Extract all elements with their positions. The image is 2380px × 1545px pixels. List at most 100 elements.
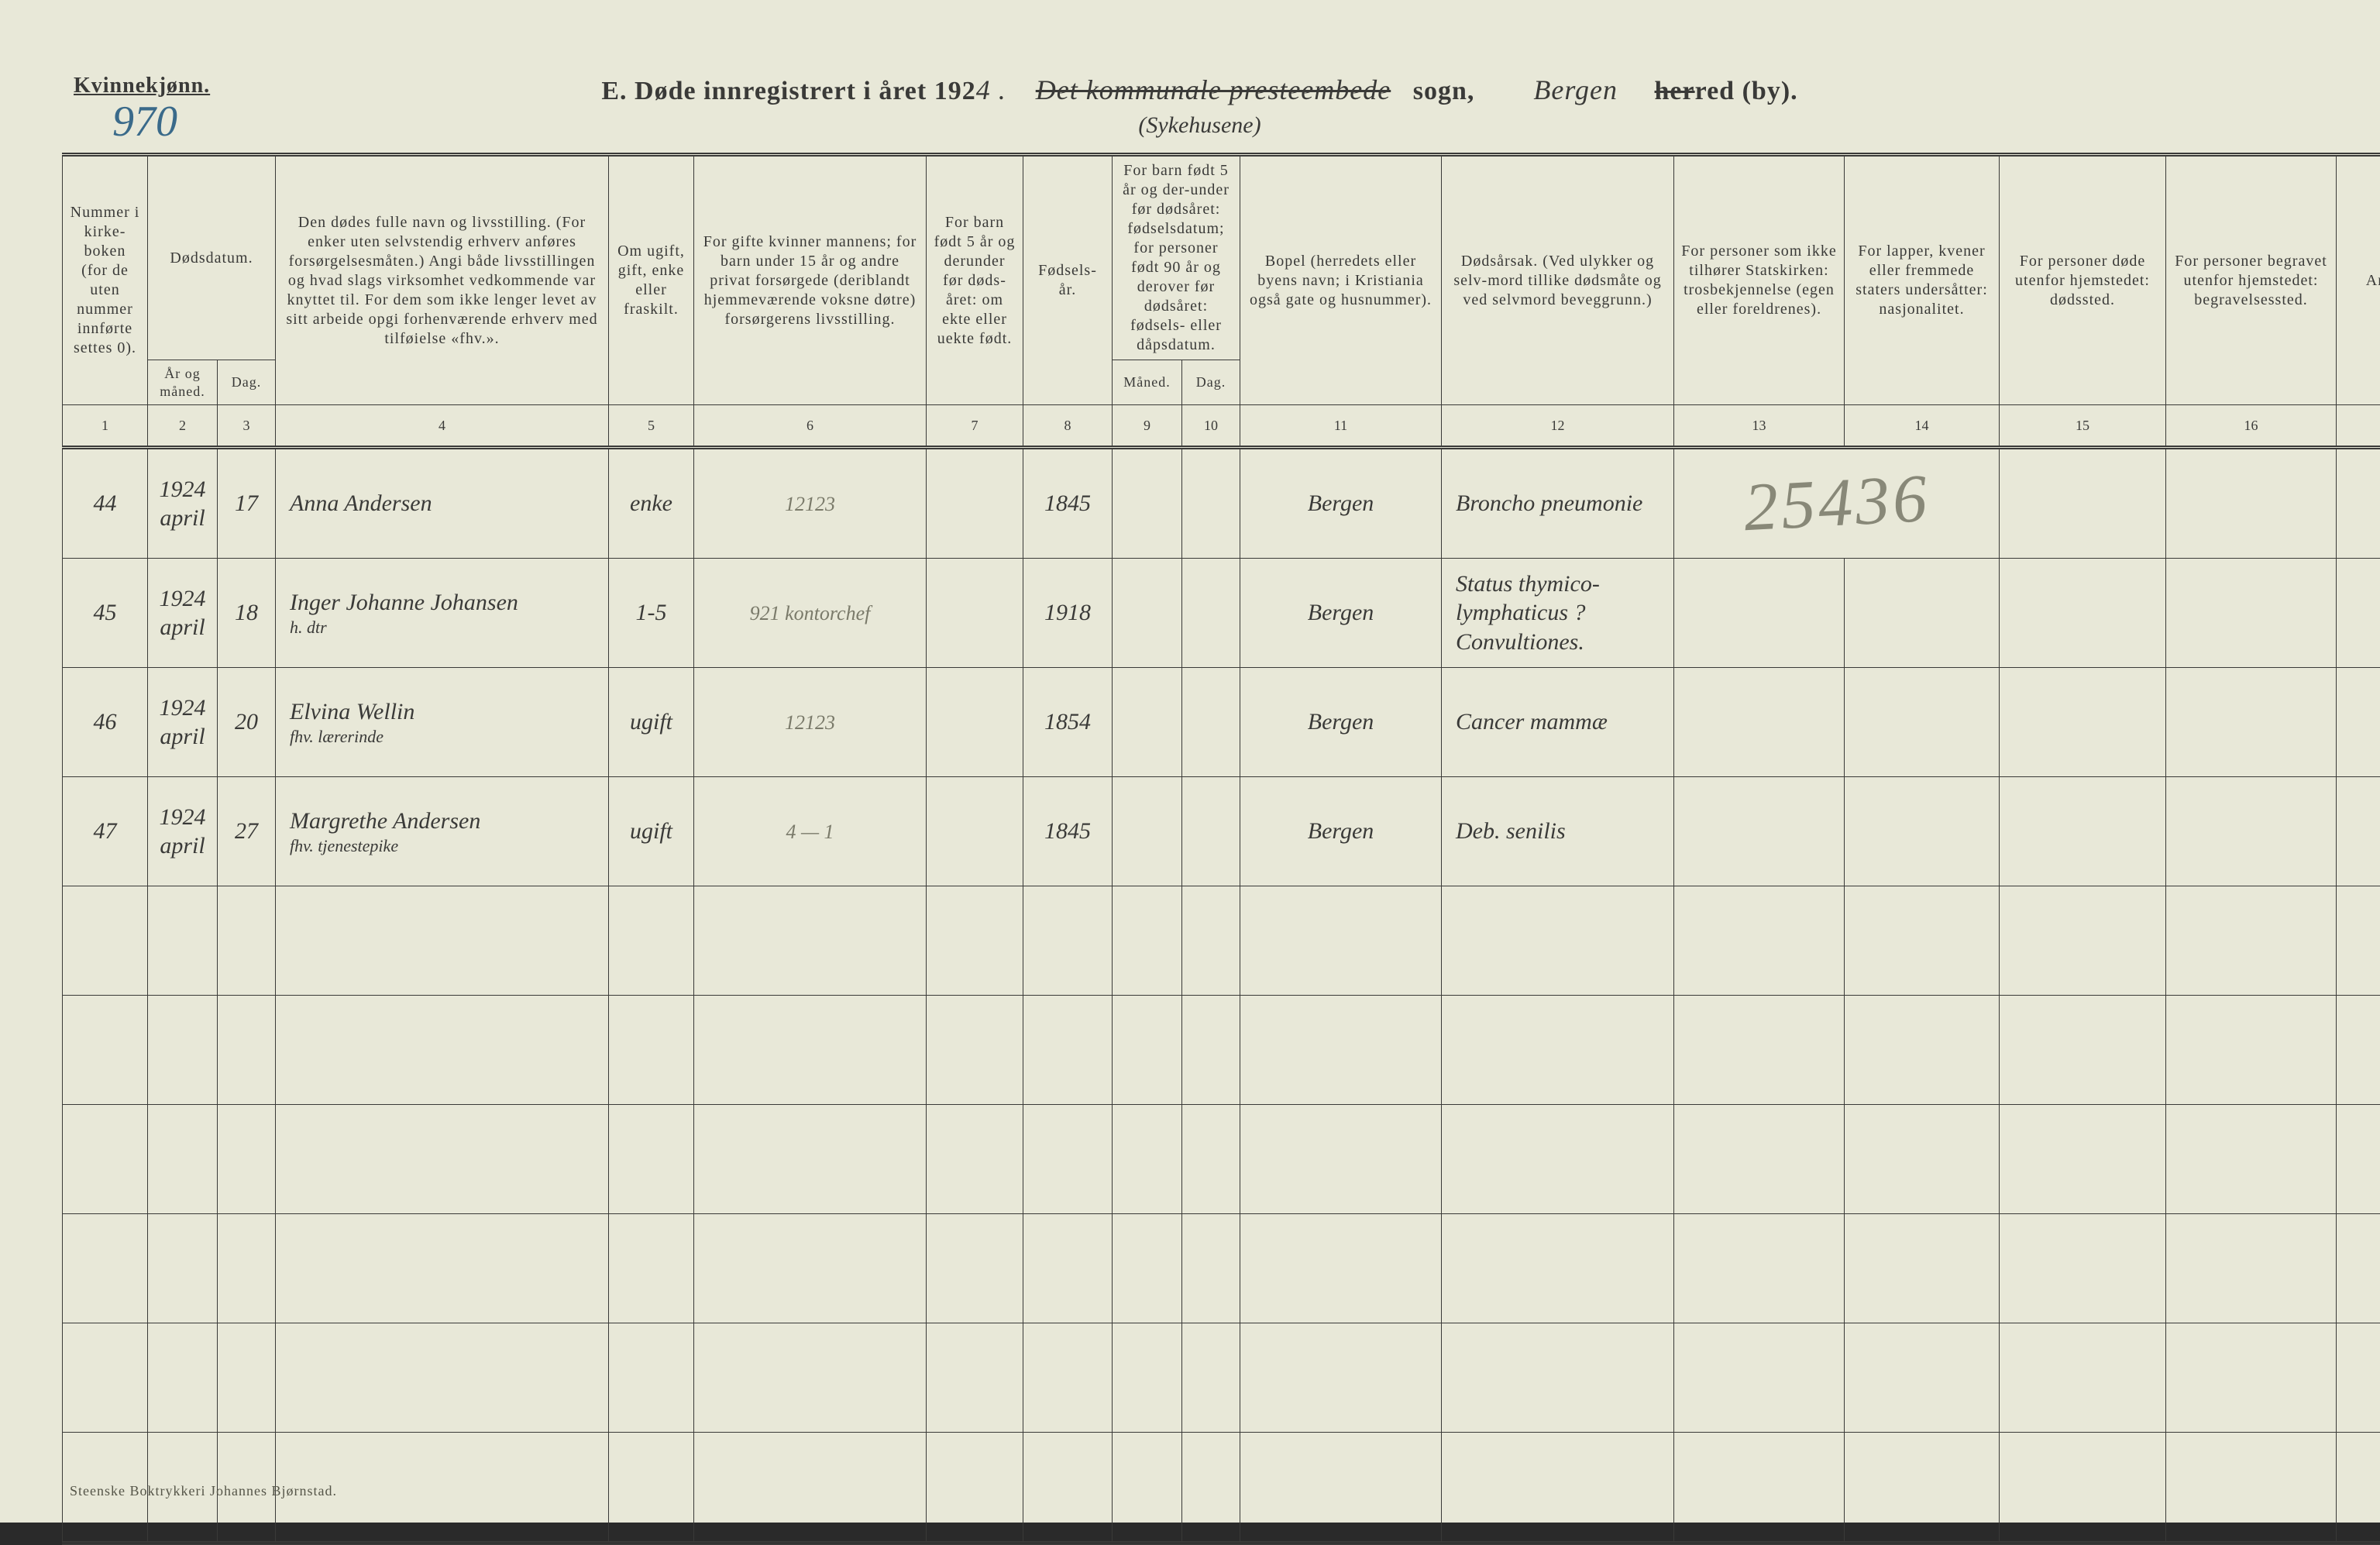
cell: 1924 april <box>148 448 218 559</box>
cell-blank <box>1674 1105 1845 1214</box>
cell-blank <box>1240 1105 1442 1214</box>
h-c9a: Måned. <box>1113 360 1182 405</box>
cell-blank <box>1023 886 1113 996</box>
cell <box>2166 559 2337 668</box>
table-row-blank <box>63 886 2380 996</box>
cell-blank <box>148 1105 218 1214</box>
cell <box>2337 448 2380 559</box>
cell-blank <box>148 1214 218 1323</box>
cell-blank <box>694 1433 927 1543</box>
cell-blank <box>63 1105 148 1214</box>
cell-blank <box>694 886 927 996</box>
cell: 1854 <box>1023 668 1113 777</box>
cell-blank <box>609 1433 694 1543</box>
parish-handwritten: Det kommunale presteembede <box>1036 74 1391 105</box>
cell-blank <box>1442 1433 1674 1543</box>
cell-blank <box>276 1105 609 1214</box>
column-number: 2 <box>148 405 218 448</box>
column-number: 16 <box>2166 405 2337 448</box>
h-c16: For personer begravet utenfor hjemstedet… <box>2166 155 2337 405</box>
cell-blank <box>1442 1323 1674 1433</box>
cell: Cancer mammæ <box>1442 668 1674 777</box>
cell-blank <box>148 996 218 1105</box>
cell-blank <box>1113 1105 1182 1214</box>
cell <box>2166 448 2337 559</box>
table-row: 471924 april27Margrethe Andersenfhv. tje… <box>63 777 2380 886</box>
table-row-blank <box>63 1214 2380 1323</box>
h-c8: Fødsels-år. <box>1023 155 1113 405</box>
cell: 1845 <box>1023 448 1113 559</box>
cell-blank <box>927 886 1023 996</box>
cell-blank <box>218 886 276 996</box>
year-suffix: 4 . <box>976 74 1006 105</box>
cell-blank <box>1442 1105 1674 1214</box>
column-numbers-row: 1234567891011121314151617 <box>63 405 2380 448</box>
cell-blank <box>1442 996 1674 1105</box>
cell <box>2000 777 2166 886</box>
cell-blank <box>2166 1214 2337 1323</box>
cell-blank <box>218 1323 276 1433</box>
h-c4: Den dødes fulle navn og livsstilling. (F… <box>276 155 609 405</box>
cell: 46 <box>63 668 148 777</box>
cell: 17 <box>218 448 276 559</box>
cell-blank <box>1240 1433 1442 1543</box>
parish-sub: (Sykehusene) <box>62 112 2337 139</box>
h-c2-group: Dødsdatum. <box>148 155 276 360</box>
table-row: 451924 april18Inger Johanne Johansenh. d… <box>63 559 2380 668</box>
cell-blank <box>1845 1433 2000 1543</box>
cell-blank <box>2337 1433 2380 1543</box>
cell-blank <box>2337 1214 2380 1323</box>
cell-blank <box>1023 996 1113 1105</box>
table-row-blank <box>63 1105 2380 1214</box>
column-number: 15 <box>2000 405 2166 448</box>
cell-blank <box>694 1214 927 1323</box>
cell: Elvina Wellinfhv. lærerinde <box>276 668 609 777</box>
cell-blank <box>927 1214 1023 1323</box>
table-row: 441924 april17Anna Andersenenke121231845… <box>63 448 2380 559</box>
cell-blank <box>694 996 927 1105</box>
cell-blank <box>1674 1433 1845 1543</box>
cell: Margrethe Andersenfhv. tjenestepike <box>276 777 609 886</box>
cell: 1918 <box>1023 559 1113 668</box>
cell-blank <box>1845 886 2000 996</box>
cell <box>1182 448 1240 559</box>
cell: Bergen <box>1240 668 1442 777</box>
cell <box>1182 559 1240 668</box>
cell-blank <box>1182 1433 1240 1543</box>
cell-blank <box>1023 1105 1113 1214</box>
cell-blank <box>1113 996 1182 1105</box>
cell <box>1113 777 1182 886</box>
cell <box>1845 777 2000 886</box>
cell-blank <box>1182 1214 1240 1323</box>
column-number: 7 <box>927 405 1023 448</box>
cell-blank <box>63 996 148 1105</box>
cell: 4 — 1 <box>694 777 927 886</box>
cell-blank <box>148 1323 218 1433</box>
cell-blank <box>609 1214 694 1323</box>
cell-blank <box>1182 886 1240 996</box>
register-table: Nummer i kirke-boken (for de uten nummer… <box>62 153 2380 1545</box>
title-prefix: E. Døde innregistrert i året 192 <box>601 77 975 105</box>
cell: ugift <box>609 777 694 886</box>
cell-blank <box>694 1323 927 1433</box>
cell-blank <box>2337 996 2380 1105</box>
cell-blank <box>2166 886 2337 996</box>
table-row-blank <box>63 1433 2380 1543</box>
cell-blank <box>1442 886 1674 996</box>
cell: 12123 <box>694 668 927 777</box>
cell: 1924 april <box>148 777 218 886</box>
footer-imprint: Steenske Boktrykkeri Johannes Bjørnstad. <box>70 1483 337 1499</box>
cell <box>927 559 1023 668</box>
cell: 1-5 <box>609 559 694 668</box>
column-number: 5 <box>609 405 694 448</box>
cell-blank <box>1674 886 1845 996</box>
cell <box>1674 777 1845 886</box>
cell <box>2000 559 2166 668</box>
h-c2b: Dag. <box>218 360 276 405</box>
h-c14: For lapper, kvener eller fremmede stater… <box>1845 155 2000 405</box>
cell: ugift <box>609 668 694 777</box>
cell-blank <box>276 1214 609 1323</box>
cell <box>1845 668 2000 777</box>
cell-blank <box>694 1105 927 1214</box>
cell: 1924 april <box>148 668 218 777</box>
